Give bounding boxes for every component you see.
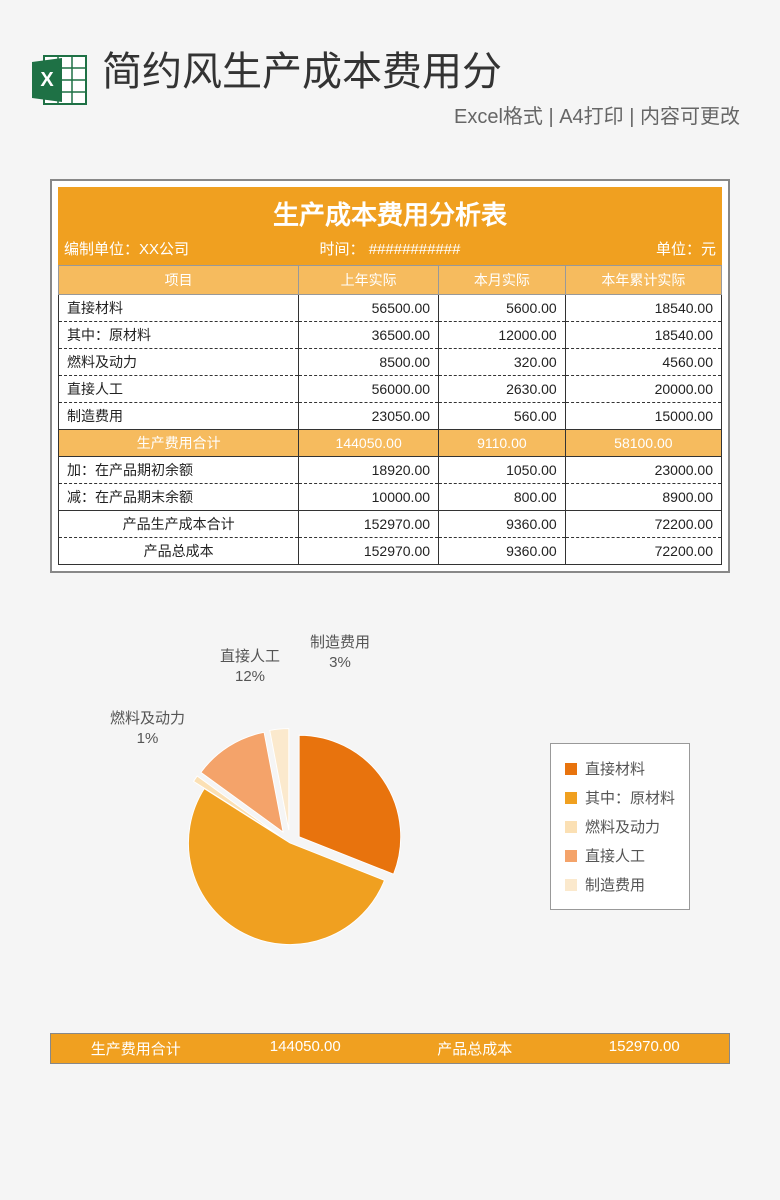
table-cell: 56000.00	[299, 376, 439, 403]
table-cell: 直接人工	[59, 376, 299, 403]
chart-legend: 直接材料其中：原材料燃料及动力直接人工制造费用	[550, 743, 690, 910]
meta-unit: 单位：元	[499, 238, 716, 259]
table-cell: 152970.00	[299, 511, 439, 538]
legend-label: 直接人工	[585, 845, 645, 866]
table-cell: 8900.00	[565, 484, 721, 511]
table-cell: 560.00	[439, 403, 566, 430]
table-cell: 56500.00	[299, 295, 439, 322]
table-cell: 18920.00	[299, 457, 439, 484]
table-cell: 减：在产品期末余额	[59, 484, 299, 511]
table-cell: 生产费用合计	[59, 430, 299, 457]
table-cell: 12000.00	[439, 322, 566, 349]
svg-text:X: X	[40, 69, 54, 91]
table-cell: 152970.00	[299, 538, 439, 565]
meta-time: 时间： ###########	[281, 238, 498, 259]
table-row: 产品总成本152970.009360.0072200.00	[59, 538, 722, 565]
table-cell: 18540.00	[565, 322, 721, 349]
table-cell: 800.00	[439, 484, 566, 511]
table-cell: 8500.00	[299, 349, 439, 376]
cost-table: 项目上年实际本月实际本年累计实际 直接材料56500.005600.001854…	[58, 265, 722, 565]
legend-swatch	[565, 763, 577, 775]
table-cell: 2630.00	[439, 376, 566, 403]
pie-label: 直接人工12%	[220, 647, 280, 686]
table-cell: 18540.00	[565, 295, 721, 322]
legend-label: 直接材料	[585, 758, 645, 779]
table-cell: 产品生产成本合计	[59, 511, 299, 538]
table-col-3: 本年累计实际	[565, 266, 721, 295]
legend-swatch	[565, 792, 577, 804]
cost-sheet: 生产成本费用分析表 编制单位：XX公司 时间： ########### 单位：元…	[50, 179, 730, 573]
table-cell: 加：在产品期初余额	[59, 457, 299, 484]
footer-value-2: 152970.00	[560, 1034, 730, 1063]
footer-value-1: 144050.00	[221, 1034, 391, 1063]
table-col-0: 项目	[59, 266, 299, 295]
table-cell: 制造费用	[59, 403, 299, 430]
table-row: 直接人工56000.002630.0020000.00	[59, 376, 722, 403]
sheet-title: 生产成本费用分析表	[58, 187, 722, 236]
table-row: 直接材料56500.005600.0018540.00	[59, 295, 722, 322]
page-header: X 简约风生产成本费用分 Excel格式 | A4打印 | 内容可更改	[0, 0, 780, 149]
table-row: 生产费用合计144050.009110.0058100.00	[59, 430, 722, 457]
table-cell: 72200.00	[565, 511, 721, 538]
table-cell: 144050.00	[299, 430, 439, 457]
table-cell: 9360.00	[439, 538, 566, 565]
table-row: 制造费用23050.00560.0015000.00	[59, 403, 722, 430]
legend-swatch	[565, 879, 577, 891]
footer-label-1: 生产费用合计	[51, 1034, 221, 1063]
table-cell: 1050.00	[439, 457, 566, 484]
pie-chart-area: 制造费用3%直接人工12%燃料及动力1% 直接材料其中：原材料燃料及动力直接人工…	[50, 633, 730, 993]
table-cell: 10000.00	[299, 484, 439, 511]
table-col-1: 上年实际	[299, 266, 439, 295]
table-row: 产品生产成本合计152970.009360.0072200.00	[59, 511, 722, 538]
table-cell: 58100.00	[565, 430, 721, 457]
table-cell: 20000.00	[565, 376, 721, 403]
legend-label: 燃料及动力	[585, 816, 660, 837]
sheet-meta-row: 编制单位：XX公司 时间： ########### 单位：元	[58, 236, 722, 265]
summary-footer: 生产费用合计 144050.00 产品总成本 152970.00	[50, 1033, 730, 1064]
table-cell: 9110.00	[439, 430, 566, 457]
header-text: 简约风生产成本费用分 Excel格式 | A4打印 | 内容可更改	[102, 50, 750, 129]
table-cell: 23050.00	[299, 403, 439, 430]
excel-icon: X	[30, 50, 90, 110]
legend-swatch	[565, 850, 577, 862]
legend-label: 制造费用	[585, 874, 645, 895]
table-col-2: 本月实际	[439, 266, 566, 295]
legend-swatch	[565, 821, 577, 833]
pie-chart	[170, 723, 410, 963]
template-title: 简约风生产成本费用分	[102, 50, 750, 94]
table-row: 燃料及动力8500.00320.004560.00	[59, 349, 722, 376]
table-cell: 23000.00	[565, 457, 721, 484]
meta-org: 编制单位：XX公司	[64, 238, 281, 259]
table-cell: 产品总成本	[59, 538, 299, 565]
table-cell: 4560.00	[565, 349, 721, 376]
table-cell: 72200.00	[565, 538, 721, 565]
table-row: 减：在产品期末余额10000.00800.008900.00	[59, 484, 722, 511]
table-row: 加：在产品期初余额18920.001050.0023000.00	[59, 457, 722, 484]
legend-item: 直接人工	[565, 841, 675, 870]
template-subtitle: Excel格式 | A4打印 | 内容可更改	[102, 100, 750, 129]
table-cell: 5600.00	[439, 295, 566, 322]
legend-item: 直接材料	[565, 754, 675, 783]
legend-item: 其中：原材料	[565, 783, 675, 812]
table-cell: 直接材料	[59, 295, 299, 322]
table-cell: 其中：原材料	[59, 322, 299, 349]
table-cell: 36500.00	[299, 322, 439, 349]
legend-item: 制造费用	[565, 870, 675, 899]
pie-label: 制造费用3%	[310, 633, 370, 672]
table-cell: 15000.00	[565, 403, 721, 430]
table-cell: 燃料及动力	[59, 349, 299, 376]
table-cell: 320.00	[439, 349, 566, 376]
legend-label: 其中：原材料	[585, 787, 675, 808]
legend-item: 燃料及动力	[565, 812, 675, 841]
table-row: 其中：原材料36500.0012000.0018540.00	[59, 322, 722, 349]
table-cell: 9360.00	[439, 511, 566, 538]
footer-label-2: 产品总成本	[390, 1034, 560, 1063]
